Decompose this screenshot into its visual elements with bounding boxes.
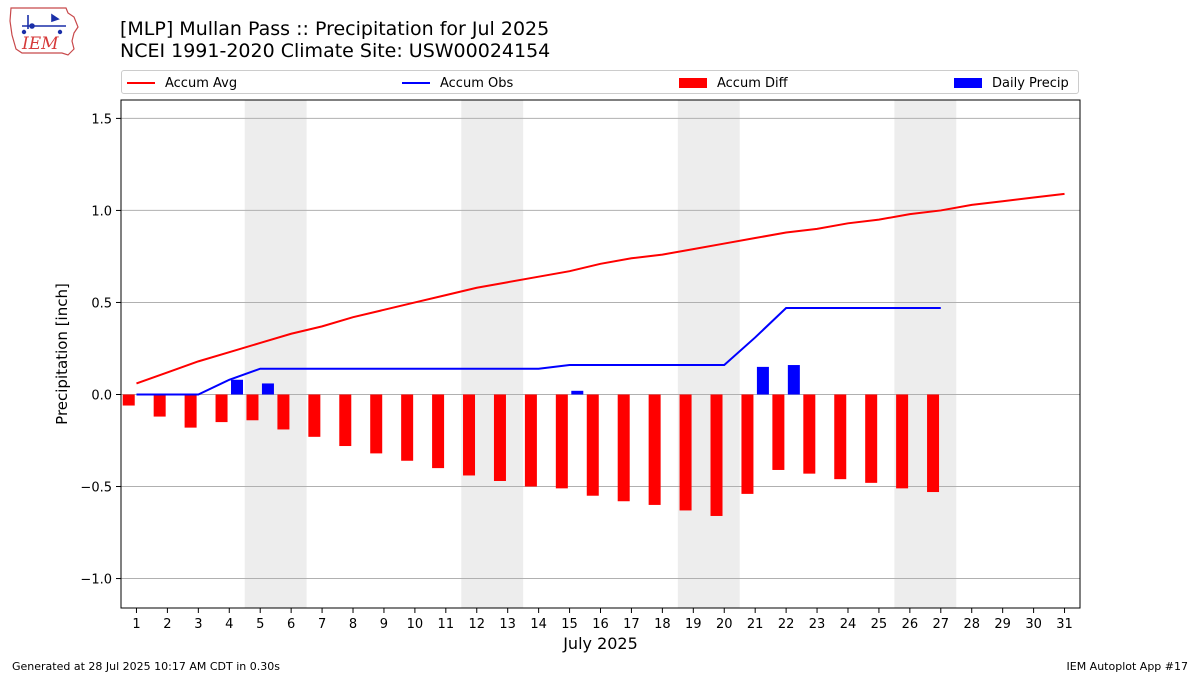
bar-accum-diff-day-19 bbox=[679, 394, 692, 511]
bar-accum-diff-day-14 bbox=[524, 394, 537, 487]
x-tick-label-26: 26 bbox=[902, 617, 919, 632]
x-tick-label-24: 24 bbox=[840, 617, 857, 632]
x-tick-label-21: 21 bbox=[747, 617, 764, 632]
bar-accum-diff-day-5 bbox=[246, 394, 259, 421]
line-accum-obs bbox=[136, 306, 941, 396]
bar-accum-diff-day-20 bbox=[710, 394, 723, 516]
footer-app: IEM Autoplot App #17 bbox=[1066, 660, 1189, 673]
x-tick-label-1: 1 bbox=[132, 617, 140, 632]
bar-accum-diff-day-11 bbox=[432, 394, 445, 469]
bar-accum-diff-day-22 bbox=[772, 394, 785, 470]
bar-accum-diff-day-27 bbox=[927, 394, 940, 493]
bar-accum-diff-day-8 bbox=[339, 394, 352, 447]
bar-accum-diff-day-17 bbox=[617, 394, 630, 502]
legend-item-accum-diff: Accum Diff bbox=[679, 71, 788, 95]
x-tick-label-3: 3 bbox=[194, 617, 202, 632]
y-tick-label: 1.0 bbox=[91, 204, 112, 219]
bar-accum-diff-day-2 bbox=[153, 394, 166, 417]
x-tick-label-7: 7 bbox=[318, 617, 326, 632]
legend-label-accum-avg: Accum Avg bbox=[165, 75, 238, 91]
chart-title: [MLP] Mullan Pass :: Precipitation for J… bbox=[120, 18, 550, 40]
chart-subtitle: NCEI 1991-2020 Climate Site: USW00024154 bbox=[120, 40, 551, 62]
bar-accum-diff-day-4 bbox=[215, 394, 228, 423]
x-tick-label-6: 6 bbox=[287, 617, 295, 632]
bar-daily-precip-day-4 bbox=[231, 379, 244, 395]
bar-accum-diff-day-10 bbox=[401, 394, 414, 461]
bar-daily-precip-day-21 bbox=[756, 366, 769, 395]
bar-accum-diff-day-9 bbox=[370, 394, 383, 454]
footer-generated: Generated at 28 Jul 2025 10:17 AM CDT in… bbox=[12, 660, 280, 673]
legend-item-accum-obs: Accum Obs bbox=[402, 71, 513, 95]
x-tick-label-20: 20 bbox=[716, 617, 733, 632]
bar-daily-precip-day-22 bbox=[787, 365, 800, 395]
bar-accum-diff-day-15 bbox=[555, 394, 568, 489]
x-tick-label-13: 13 bbox=[499, 617, 516, 632]
x-tick-label-16: 16 bbox=[592, 617, 609, 632]
x-tick-label-23: 23 bbox=[809, 617, 826, 632]
x-tick-label-15: 15 bbox=[561, 617, 578, 632]
iem-logo: IEM bbox=[8, 5, 80, 59]
bar-accum-diff-day-7 bbox=[308, 394, 321, 437]
bar-accum-diff-day-6 bbox=[277, 394, 290, 430]
y-tick-label: −1.0 bbox=[80, 573, 112, 588]
bar-daily-precip-day-5 bbox=[261, 383, 274, 395]
x-tick-label-18: 18 bbox=[654, 617, 671, 632]
x-tick-label-22: 22 bbox=[778, 617, 795, 632]
x-tick-label-31: 31 bbox=[1056, 617, 1073, 632]
bar-accum-diff-day-24 bbox=[834, 394, 847, 480]
x-tick-label-30: 30 bbox=[1025, 617, 1042, 632]
bar-accum-diff-day-13 bbox=[493, 394, 506, 481]
weekend-band-2 bbox=[461, 100, 524, 608]
x-tick-label-14: 14 bbox=[530, 617, 547, 632]
y-tick-label: 0.0 bbox=[91, 388, 112, 403]
x-tick-label-28: 28 bbox=[963, 617, 980, 632]
x-axis-label: July 2025 bbox=[562, 634, 638, 653]
legend-swatch-accum-obs bbox=[402, 82, 430, 84]
bar-accum-diff-day-23 bbox=[803, 394, 816, 474]
x-tick-label-5: 5 bbox=[256, 617, 264, 632]
bar-accum-diff-day-21 bbox=[741, 394, 754, 494]
bar-daily-precip-day-15 bbox=[571, 390, 584, 395]
weekend-band-3 bbox=[677, 100, 740, 608]
bar-accum-diff-day-3 bbox=[184, 394, 197, 428]
legend-swatch-accum-diff bbox=[679, 78, 707, 88]
x-tick-label-8: 8 bbox=[349, 617, 357, 632]
bar-accum-diff-day-1 bbox=[122, 394, 135, 406]
x-tick-label-27: 27 bbox=[933, 617, 950, 632]
weekend-band-4 bbox=[894, 100, 957, 608]
x-tick-label-9: 9 bbox=[380, 617, 388, 632]
x-tick-label-25: 25 bbox=[871, 617, 888, 632]
x-tick-label-2: 2 bbox=[163, 617, 171, 632]
weekend-band-1 bbox=[244, 100, 307, 608]
legend-swatch-daily-precip bbox=[954, 78, 982, 88]
x-tick-label-17: 17 bbox=[623, 617, 640, 632]
bar-accum-diff-day-25 bbox=[865, 394, 878, 483]
line-accum-avg bbox=[136, 192, 1065, 385]
y-axis-label: Precipitation [inch] bbox=[53, 283, 71, 425]
bar-accum-diff-day-18 bbox=[648, 394, 661, 505]
bar-accum-diff-day-12 bbox=[463, 394, 476, 476]
x-tick-label-4: 4 bbox=[225, 617, 233, 632]
x-tick-label-11: 11 bbox=[438, 617, 455, 632]
y-tick-label: 1.5 bbox=[91, 112, 112, 127]
x-tick-label-29: 29 bbox=[994, 617, 1011, 632]
bar-accum-diff-day-16 bbox=[586, 394, 599, 496]
legend-label-accum-diff: Accum Diff bbox=[717, 75, 788, 91]
legend: Accum Avg Accum Obs Accum Diff Daily Pre… bbox=[121, 70, 1079, 94]
y-tick-label: 0.5 bbox=[91, 296, 112, 311]
legend-swatch-accum-avg bbox=[127, 82, 155, 84]
legend-item-daily-precip: Daily Precip bbox=[954, 71, 1069, 95]
legend-label-accum-obs: Accum Obs bbox=[440, 75, 514, 91]
x-tick-label-19: 19 bbox=[685, 617, 702, 632]
legend-label-daily-precip: Daily Precip bbox=[992, 75, 1069, 91]
legend-item-accum-avg: Accum Avg bbox=[127, 71, 237, 95]
x-tick-label-12: 12 bbox=[468, 617, 485, 632]
y-tick-label: −0.5 bbox=[80, 481, 112, 496]
logo-text: IEM bbox=[21, 34, 59, 54]
bar-accum-diff-day-26 bbox=[896, 394, 909, 489]
x-tick-label-10: 10 bbox=[407, 617, 424, 632]
